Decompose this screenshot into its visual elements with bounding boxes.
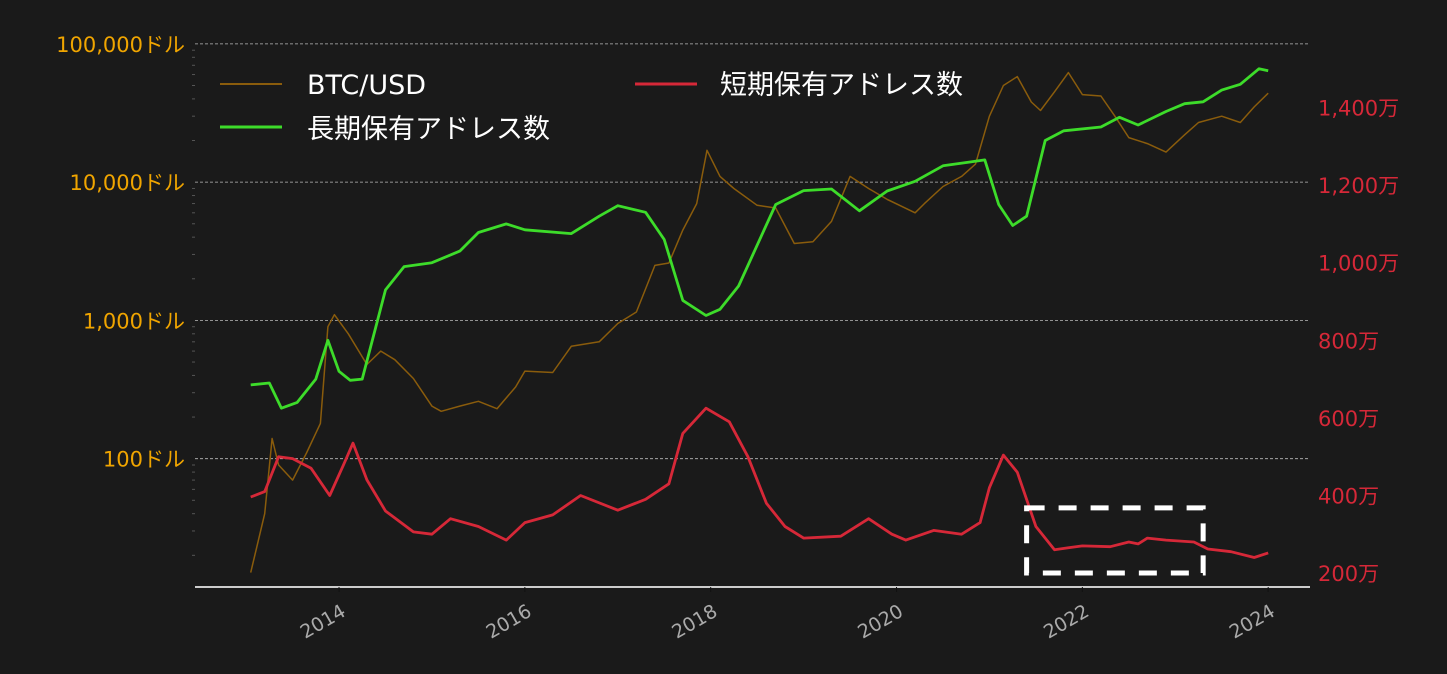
right-tick-label: 1,000万 — [1318, 252, 1399, 276]
highlight-box — [1024, 505, 1206, 576]
right-tick-label: 400万 — [1318, 484, 1379, 508]
series-line-btc — [249, 71, 1269, 573]
left-tick-label: 10,000ドル — [70, 171, 185, 195]
series-lines — [249, 67, 1269, 573]
legend-label-long-term: 長期保有アドレス数 — [307, 114, 550, 145]
right-tick-label: 1,200万 — [1318, 174, 1399, 198]
legend: BTC/USD 長期保有アドレス数 短期保有アドレス数 — [220, 70, 963, 145]
left-tick-label: 100,000ドル — [56, 33, 185, 57]
x-tick-label: 2014 — [297, 600, 350, 643]
x-tick-label: 2022 — [1040, 600, 1093, 643]
right-tick-label: 600万 — [1318, 407, 1379, 431]
x-axis: 2014 2016 2018 2020 2022 2024 — [195, 586, 1310, 644]
x-tick-label: 2018 — [668, 600, 721, 643]
right-axis: 200万 400万 600万 800万 1,000万 1,200万 1,400万 — [1318, 97, 1399, 586]
legend-label-btc: BTC/USD — [307, 70, 426, 101]
x-tick-label: 2020 — [854, 600, 907, 643]
right-tick-label: 200万 — [1318, 562, 1379, 586]
grid-lines — [195, 43, 1310, 460]
left-tick-label: 100ドル — [103, 448, 185, 472]
series-line-long-term — [250, 67, 1269, 410]
right-tick-label: 1,400万 — [1318, 97, 1399, 121]
legend-label-short-term: 短期保有アドレス数 — [720, 70, 963, 101]
x-tick-label: 2024 — [1226, 600, 1279, 643]
right-tick-label: 800万 — [1318, 329, 1379, 353]
left-axis: 100ドル 1,000ドル 10,000ドル 100,000ドル — [56, 33, 195, 556]
annotation — [1024, 505, 1206, 576]
left-tick-label: 1,000ドル — [83, 309, 185, 333]
series-line-short-term — [250, 406, 1269, 559]
x-tick-label: 2016 — [482, 600, 535, 643]
